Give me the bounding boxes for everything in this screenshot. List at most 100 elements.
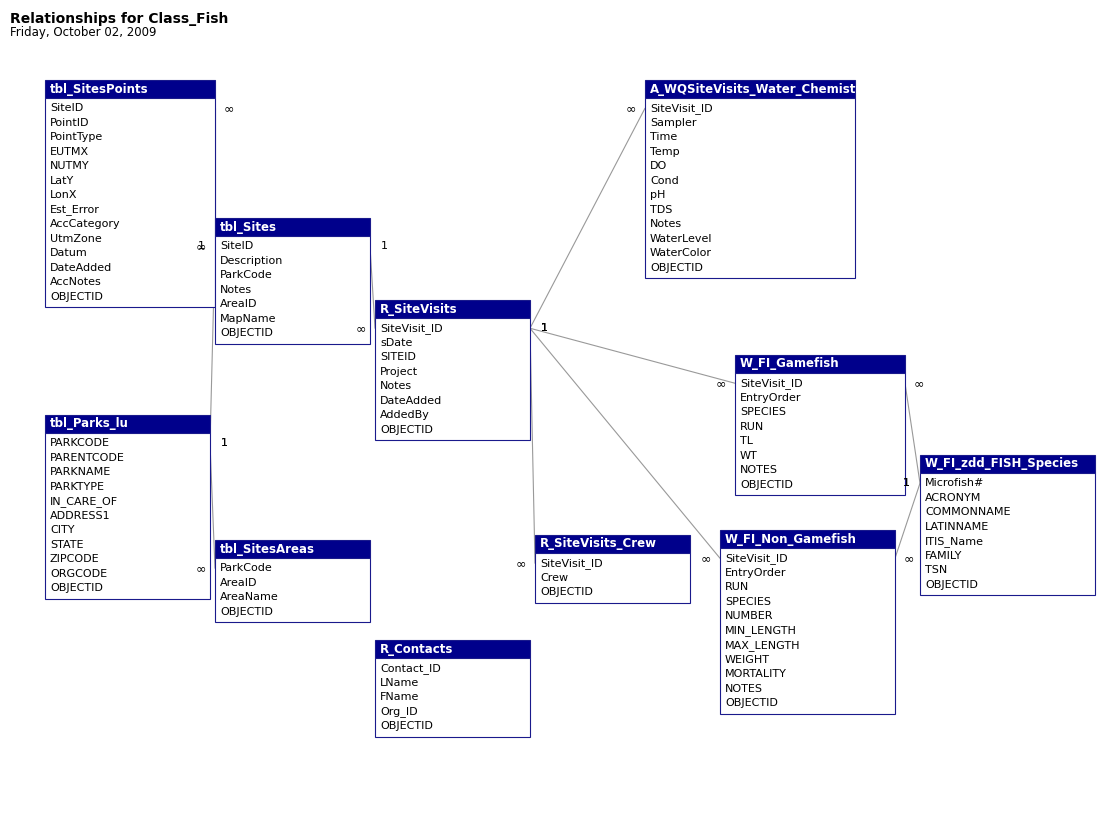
- Text: FName: FName: [380, 692, 419, 702]
- Text: MAX_LENGTH: MAX_LENGTH: [725, 640, 801, 651]
- FancyBboxPatch shape: [216, 558, 370, 622]
- Text: tbl_SitesAreas: tbl_SitesAreas: [220, 543, 316, 555]
- Text: 1: 1: [220, 438, 228, 448]
- Text: EUTMX: EUTMX: [50, 147, 89, 157]
- Text: RUN: RUN: [725, 583, 749, 593]
- Text: ADDRESS1: ADDRESS1: [50, 511, 111, 521]
- Text: OBJECTID: OBJECTID: [220, 607, 273, 617]
- Text: LATINNAME: LATINNAME: [925, 522, 989, 532]
- Text: ∞: ∞: [701, 552, 711, 565]
- Text: TSN: TSN: [925, 565, 948, 575]
- FancyBboxPatch shape: [376, 300, 530, 318]
- Text: ParkCode: ParkCode: [220, 270, 272, 280]
- Text: SiteID: SiteID: [50, 103, 83, 113]
- Text: ParkCode: ParkCode: [220, 563, 272, 573]
- Text: ∞: ∞: [904, 552, 914, 565]
- Text: Project: Project: [380, 366, 418, 376]
- Text: Temp: Temp: [650, 147, 680, 157]
- Text: OBJECTID: OBJECTID: [925, 580, 978, 590]
- Text: PARKCODE: PARKCODE: [50, 438, 110, 448]
- Text: Time: Time: [650, 132, 678, 142]
- Text: ∞: ∞: [356, 322, 367, 335]
- Text: ∞: ∞: [914, 376, 924, 390]
- Text: A_WQSiteVisits_Water_Chemistry: A_WQSiteVisits_Water_Chemistry: [650, 82, 870, 96]
- Text: MIN_LENGTH: MIN_LENGTH: [725, 625, 797, 637]
- Text: Friday, October 02, 2009: Friday, October 02, 2009: [10, 26, 157, 39]
- Text: W_FI_zdd_FISH_Species: W_FI_zdd_FISH_Species: [925, 458, 1079, 470]
- Text: SiteVisit_ID: SiteVisit_ID: [740, 378, 802, 389]
- Text: ZIPCODE: ZIPCODE: [50, 554, 100, 564]
- Text: NUMBER: NUMBER: [725, 612, 773, 622]
- Text: 1: 1: [540, 323, 548, 333]
- FancyBboxPatch shape: [920, 455, 1095, 473]
- Text: CITY: CITY: [50, 525, 74, 535]
- FancyBboxPatch shape: [735, 355, 905, 373]
- Text: tbl_Sites: tbl_Sites: [220, 220, 277, 234]
- Text: R_SiteVisits: R_SiteVisits: [380, 302, 458, 316]
- Text: WaterLevel: WaterLevel: [650, 234, 712, 243]
- FancyBboxPatch shape: [216, 236, 370, 343]
- Text: OBJECTID: OBJECTID: [540, 588, 593, 597]
- Text: Org_ID: Org_ID: [380, 706, 418, 717]
- Text: AreaID: AreaID: [220, 578, 258, 588]
- Text: OBJECTID: OBJECTID: [220, 328, 273, 338]
- Text: TL: TL: [740, 436, 753, 446]
- Text: 1: 1: [198, 241, 204, 251]
- Text: Crew: Crew: [540, 573, 568, 583]
- Text: 1: 1: [902, 479, 910, 489]
- Text: UtmZone: UtmZone: [50, 234, 102, 243]
- Text: PointType: PointType: [50, 132, 103, 142]
- Text: OBJECTID: OBJECTID: [50, 583, 103, 593]
- FancyBboxPatch shape: [46, 80, 216, 98]
- FancyBboxPatch shape: [645, 98, 855, 278]
- FancyBboxPatch shape: [46, 415, 210, 433]
- Text: ITIS_Name: ITIS_Name: [925, 536, 984, 547]
- Text: MapName: MapName: [220, 314, 277, 324]
- Text: PARKTYPE: PARKTYPE: [50, 482, 106, 492]
- Text: COMMONNAME: COMMONNAME: [925, 507, 1011, 517]
- Text: Description: Description: [220, 256, 283, 266]
- FancyBboxPatch shape: [376, 318, 530, 440]
- FancyBboxPatch shape: [536, 535, 690, 553]
- Text: Notes: Notes: [380, 381, 412, 391]
- FancyBboxPatch shape: [720, 548, 895, 714]
- FancyBboxPatch shape: [376, 640, 530, 658]
- Text: 1: 1: [902, 479, 910, 489]
- Text: ∞: ∞: [625, 101, 637, 115]
- Text: WaterColor: WaterColor: [650, 248, 712, 258]
- Text: OBJECTID: OBJECTID: [740, 479, 793, 489]
- Text: Contact_ID: Contact_ID: [380, 663, 441, 674]
- FancyBboxPatch shape: [46, 98, 216, 307]
- Text: tbl_SitesPoints: tbl_SitesPoints: [50, 82, 149, 96]
- Text: 1: 1: [380, 241, 388, 251]
- Text: NUTMY: NUTMY: [50, 161, 90, 171]
- Text: NOTES: NOTES: [740, 465, 778, 475]
- Text: 1: 1: [540, 323, 548, 333]
- Text: AddedBy: AddedBy: [380, 411, 430, 420]
- FancyBboxPatch shape: [216, 540, 370, 558]
- Text: PARKNAME: PARKNAME: [50, 467, 111, 477]
- Text: 1: 1: [540, 323, 548, 333]
- Text: ACRONYM: ACRONYM: [925, 493, 981, 503]
- FancyBboxPatch shape: [720, 530, 895, 548]
- Text: ORGCODE: ORGCODE: [50, 568, 107, 578]
- Text: RUN: RUN: [740, 422, 764, 432]
- Text: PointID: PointID: [50, 118, 90, 128]
- Text: ∞: ∞: [223, 101, 234, 115]
- Text: OBJECTID: OBJECTID: [650, 263, 703, 273]
- Text: Est_Error: Est_Error: [50, 204, 100, 215]
- Text: FAMILY: FAMILY: [925, 551, 962, 561]
- FancyBboxPatch shape: [376, 658, 530, 736]
- Text: EntryOrder: EntryOrder: [740, 393, 801, 403]
- Text: MORTALITY: MORTALITY: [725, 669, 787, 679]
- Text: TDS: TDS: [650, 204, 672, 214]
- Text: Cond: Cond: [650, 175, 679, 186]
- Text: DateAdded: DateAdded: [380, 396, 442, 406]
- Text: STATE: STATE: [50, 540, 83, 550]
- Text: DateAdded: DateAdded: [50, 263, 112, 273]
- Text: PARENTCODE: PARENTCODE: [50, 453, 124, 463]
- Text: SiteVisit_ID: SiteVisit_ID: [540, 558, 602, 568]
- Text: Relationships for Class_Fish: Relationships for Class_Fish: [10, 12, 229, 26]
- Text: WT: WT: [740, 450, 758, 460]
- FancyBboxPatch shape: [645, 80, 855, 98]
